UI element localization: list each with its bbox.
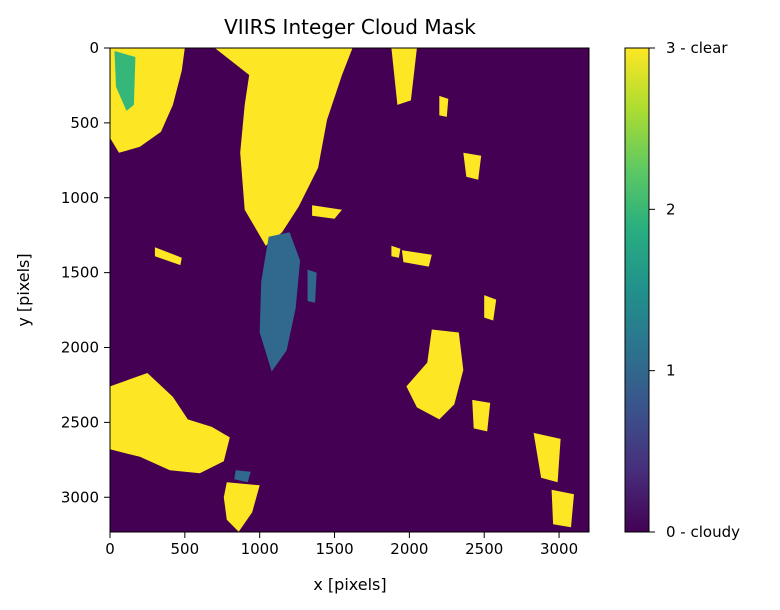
y-tick-label: 2000	[61, 339, 99, 357]
mask-region-value-1	[307, 269, 317, 303]
mask-region-value-3	[551, 489, 574, 528]
colorbar-tick-label: 0 - cloudy	[666, 523, 740, 541]
x-axis: 0 500 1000 1500 2000 2500 3000	[105, 532, 578, 558]
x-tick-label: 1500	[315, 540, 353, 558]
colorbar-frame	[624, 47, 650, 533]
mask-region-value-3	[312, 205, 342, 219]
y-tick-label: 0	[89, 39, 99, 57]
mask-region-value-3	[406, 329, 464, 420]
mask-region-value-2	[114, 51, 136, 111]
mask-region-value-3	[484, 295, 497, 321]
mask-region-value-3	[472, 399, 491, 432]
mask-region-value-3	[214, 48, 353, 246]
mask-region-value-3	[391, 48, 417, 105]
mask-region-value-3	[401, 250, 432, 267]
mask-region-value-3	[439, 95, 449, 117]
mask-region-value-3	[110, 373, 230, 474]
y-tick-label: 1500	[61, 264, 99, 282]
y-tick-label: 2500	[61, 413, 99, 431]
mask-region-value-3	[463, 152, 482, 180]
colorbar-ticks: 0 - cloudy 1 2 3 - clear	[649, 39, 740, 541]
colorbar-tick-label: 1	[666, 362, 676, 380]
plot-area	[109, 47, 590, 533]
plot-frame	[109, 47, 590, 533]
x-tick-label: 0	[105, 540, 115, 558]
y-axis-label: y [pixels]	[14, 253, 33, 326]
mask-region-value-3	[533, 432, 561, 483]
mask-region-value-3	[391, 245, 401, 258]
colorbar: 0 - cloudy 1 2 3 - clear	[624, 39, 740, 541]
x-axis-label: x [pixels]	[313, 575, 386, 594]
y-tick-label: 3000	[61, 488, 99, 506]
mask-region-value-1	[259, 232, 301, 372]
x-tick-label: 1000	[241, 540, 279, 558]
y-tick-label: 1000	[61, 189, 99, 207]
colorbar-tick-label: 2	[666, 200, 676, 218]
x-tick-label: 3000	[540, 540, 578, 558]
x-tick-label: 2500	[465, 540, 503, 558]
y-tick-label: 500	[70, 114, 99, 132]
mask-region-value-3	[223, 482, 260, 532]
heatmap-regions	[110, 48, 574, 532]
mask-region-value-1	[234, 470, 251, 483]
mask-region-value-3	[154, 247, 182, 266]
y-axis: 0 500 1000 1500 2000 2500 3000	[61, 39, 110, 506]
colorbar-gradient	[625, 48, 649, 532]
x-tick-label: 2000	[390, 540, 428, 558]
chart-title: VIIRS Integer Cloud Mask	[224, 15, 476, 39]
colorbar-tick-label: 3 - clear	[666, 39, 728, 57]
x-tick-label: 500	[171, 540, 200, 558]
